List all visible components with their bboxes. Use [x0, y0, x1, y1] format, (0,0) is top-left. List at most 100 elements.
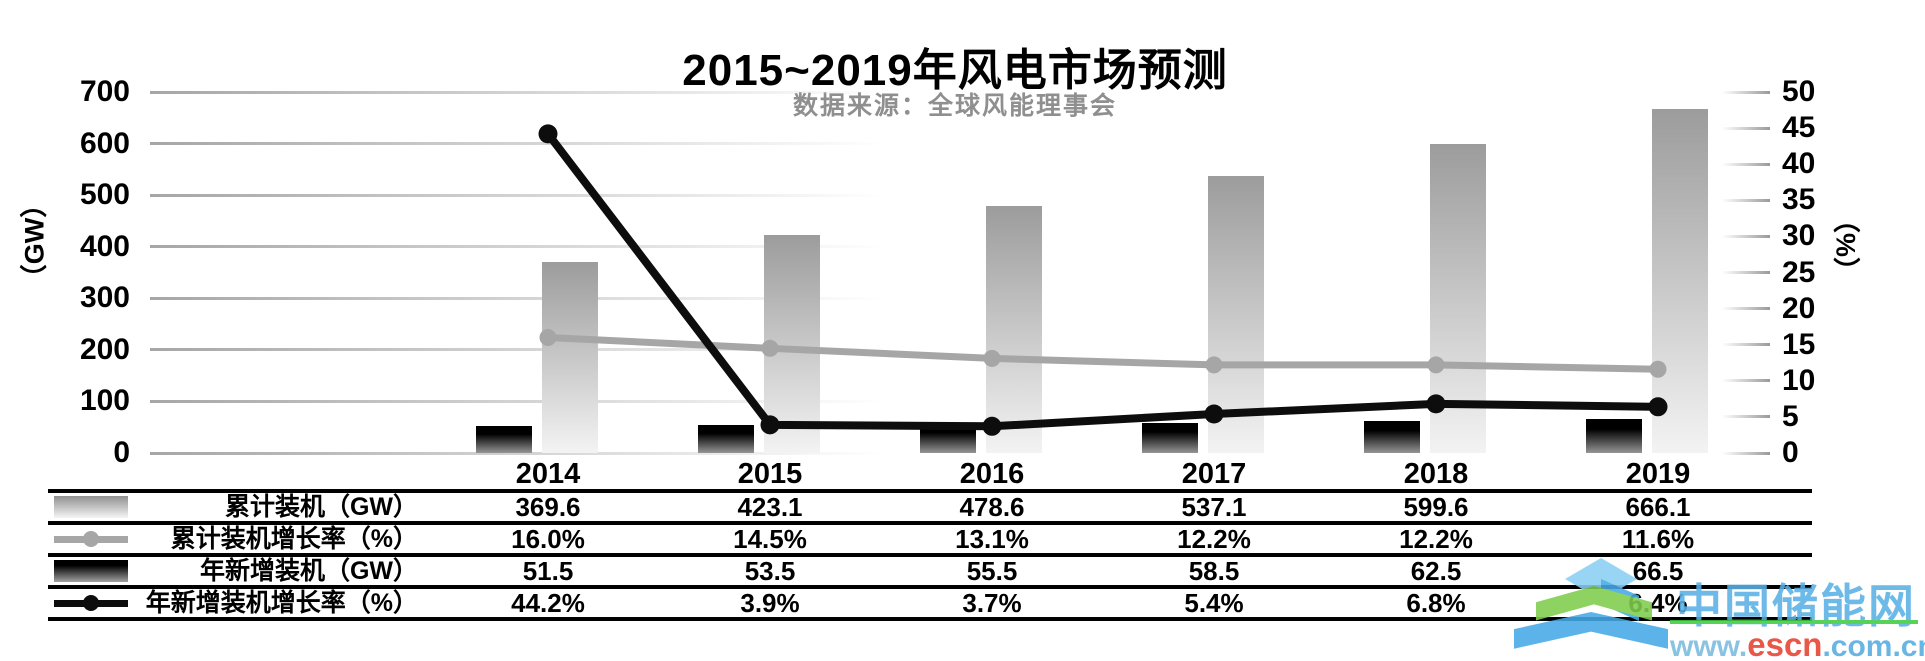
x-axis-category-label: 2014 — [515, 458, 581, 490]
right-axis-tick-label: 10 — [1782, 363, 1816, 397]
table-row: 年新增装机（GW） 51.5 53.5 55.5 58.5 62.5 66.5 — [48, 553, 1812, 585]
x-axis-category-label: 2018 — [1403, 458, 1469, 490]
right-axis-tick-mark — [1722, 90, 1770, 94]
line-cumulative-growth-rate — [544, 333, 1662, 373]
left-axis-tick-label: 300 — [79, 281, 130, 315]
table-cell: 13.1% — [955, 524, 1029, 554]
table-row-label: 年新增装机（GW） — [199, 557, 418, 585]
table-row-label: 累计装机（GW） — [224, 493, 418, 521]
bar-annual-new-installed — [698, 425, 754, 453]
line-marker — [538, 124, 558, 144]
table-cell: 55.5 — [966, 556, 1018, 586]
legend-line-marker — [83, 531, 99, 547]
table-cell: 12.2% — [1177, 524, 1251, 554]
gridline — [150, 142, 950, 146]
right-axis-unit-label: （%） — [1830, 205, 1861, 285]
legend-line-swatch — [54, 593, 128, 613]
table-cell: 478.6 — [959, 492, 1025, 522]
table-cell: 58.5 — [1188, 556, 1240, 586]
x-axis-category-label: 2017 — [1181, 458, 1247, 490]
watermark: 中国储能网 www.escn.com.cn — [1470, 538, 1925, 661]
right-axis-tick-label: 45 — [1782, 111, 1816, 145]
table-cell: 369.6 — [515, 492, 581, 522]
bar-annual-new-installed — [476, 426, 532, 453]
right-axis-tick-mark — [1722, 415, 1770, 419]
right-axis-tick-label: 25 — [1782, 255, 1816, 289]
watermark-url: www.escn.com.cn — [1670, 626, 1925, 661]
bar-annual-new-installed — [920, 424, 976, 453]
table-cell: 66.5 — [1632, 556, 1684, 586]
right-axis-tick-mark — [1722, 198, 1770, 202]
right-axis-tick-mark — [1722, 271, 1770, 274]
table-bottom-border — [48, 617, 1812, 621]
table-cell: 16.0% — [511, 524, 585, 554]
x-axis-category-label: 2015 — [737, 458, 803, 490]
table-cell: 5.4% — [1184, 588, 1244, 618]
table-row: 年新增装机增长率（%） 44.2% 3.9% 3.7% 5.4% 6.8% 6.4% — [48, 585, 1812, 617]
watermark-url-prefix: www. — [1670, 630, 1748, 661]
table-cell: 3.7% — [962, 588, 1022, 618]
table-row: 累计装机（GW） 369.6 423.1 478.6 537.1 599.6 666.1 — [48, 489, 1812, 521]
right-axis-tick-label: 40 — [1782, 147, 1816, 181]
bar-cumulative-installed — [1430, 143, 1486, 453]
legend-line-swatch — [54, 529, 128, 549]
legend-gray-bar-swatch — [54, 496, 128, 518]
table-cell: 423.1 — [737, 492, 803, 522]
chart-subtitle: 数据来源：全球风能理事会 — [792, 92, 1117, 120]
chart-title: 2015~2019年风电市场预测 — [682, 46, 1228, 95]
left-axis-tick-label: 400 — [79, 229, 130, 263]
right-axis-tick-label: 15 — [1782, 327, 1816, 361]
left-axis-tick-label: 700 — [79, 75, 130, 108]
table-cell: 599.6 — [1403, 492, 1469, 522]
bar-cumulative-installed — [1652, 109, 1708, 453]
x-axis-category-label: 2019 — [1625, 458, 1691, 490]
right-axis-tick-mark — [1722, 307, 1770, 311]
left-axis-tick-label: 600 — [79, 126, 130, 160]
x-axis-category-label: 2016 — [959, 458, 1025, 490]
gridline — [150, 451, 950, 455]
bar-cumulative-installed — [764, 234, 820, 453]
bar-annual-new-installed — [1586, 418, 1642, 453]
table-cell: 12.2% — [1399, 524, 1473, 554]
left-axis-tick-label: 100 — [79, 384, 130, 418]
right-axis-tick-mark — [1722, 343, 1770, 347]
table-cell: 62.5 — [1410, 556, 1462, 586]
right-axis-tick-label: 30 — [1782, 219, 1816, 253]
table-cell: 3.9% — [740, 588, 800, 618]
right-axis-tick-label: 35 — [1782, 183, 1816, 217]
watermark-url-highlight: escn — [1747, 626, 1823, 661]
table-row-label: 年新增装机增长率（%） — [145, 589, 418, 617]
right-axis-tick-mark — [1722, 379, 1770, 383]
table-cell: 666.1 — [1625, 492, 1691, 522]
watermark-url-suffix: .com.cn — [1822, 630, 1925, 661]
line-annual-new-growth-rate — [544, 129, 1662, 431]
legend-black-bar-swatch — [54, 560, 128, 582]
right-axis-tick-mark — [1722, 451, 1770, 455]
bar-cumulative-installed — [986, 206, 1042, 453]
table-cell: 14.5% — [733, 524, 807, 554]
table-cell: 11.6% — [1621, 524, 1695, 554]
gridline — [150, 245, 950, 249]
legend-line-marker — [83, 595, 99, 611]
gridline — [150, 193, 950, 197]
bar-annual-new-installed — [1142, 422, 1198, 453]
table-cell: 6.8% — [1406, 588, 1466, 618]
bar-cumulative-installed — [1208, 176, 1264, 453]
left-axis-tick-label: 200 — [79, 332, 130, 366]
table-cell: 51.5 — [522, 556, 574, 586]
table-row: 累计装机增长率（%） 16.0% 14.5% 13.1% 12.2% 12.2% 11.6% — [48, 521, 1812, 553]
watermark-underline — [1670, 620, 1918, 624]
bar-cumulative-installed — [542, 262, 598, 453]
right-axis-tick-mark — [1722, 162, 1770, 166]
left-axis-tick-label: 500 — [79, 178, 130, 212]
right-axis-tick-label: 20 — [1782, 291, 1816, 325]
right-axis-tick-label: 5 — [1782, 399, 1799, 433]
table-cell: 537.1 — [1181, 492, 1247, 522]
left-axis-unit-label: （GW） — [19, 190, 50, 292]
right-axis-tick-mark — [1722, 234, 1770, 238]
bar-annual-new-installed — [1364, 420, 1420, 453]
right-axis-tick-label: 50 — [1782, 75, 1816, 108]
table-row-label: 累计装机增长率（%） — [170, 525, 418, 553]
left-axis-tick-label: 0 — [113, 436, 130, 469]
